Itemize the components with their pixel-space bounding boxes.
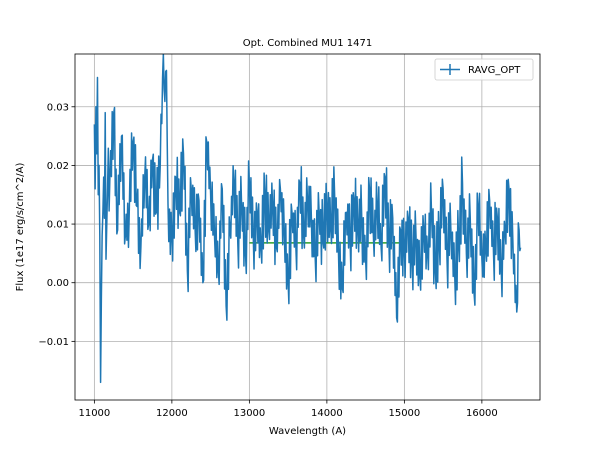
legend-entry-ravg-opt: RAVG_OPT [468, 65, 521, 76]
x-tick-label: 12000 [156, 408, 188, 419]
legend-box [434, 58, 534, 81]
plot-frame [74, 53, 541, 401]
y-tick-label: 0.00 [47, 278, 69, 289]
y-tick-label: 0.02 [47, 161, 69, 172]
x-tick-label: 11000 [78, 408, 110, 419]
x-tick-label: 16000 [466, 408, 498, 419]
legend: RAVG_OPT [434, 58, 534, 81]
chart-title: Opt. Combined MU1 1471 [243, 38, 372, 49]
y-tick-label: 0.01 [47, 220, 69, 231]
x-axis-ticks: 11000 12000 13000 14000 15000 16000 [78, 400, 498, 419]
x-axis-label: Wavelength (A) [269, 426, 346, 437]
x-tick-label: 13000 [233, 408, 265, 419]
y-tick-label: −0.01 [38, 337, 69, 348]
y-tick-label: 0.03 [47, 102, 69, 113]
series-ravg-opt-line [93, 54, 522, 384]
y-axis-label: Flux (1e17 erg/s/cm^2/A) [15, 163, 26, 292]
x-tick-label: 15000 [388, 408, 420, 419]
x-tick-label: 14000 [311, 408, 343, 419]
series-layer [93, 54, 522, 384]
y-axis-ticks: −0.01 0.00 0.01 0.02 0.03 [38, 102, 75, 348]
